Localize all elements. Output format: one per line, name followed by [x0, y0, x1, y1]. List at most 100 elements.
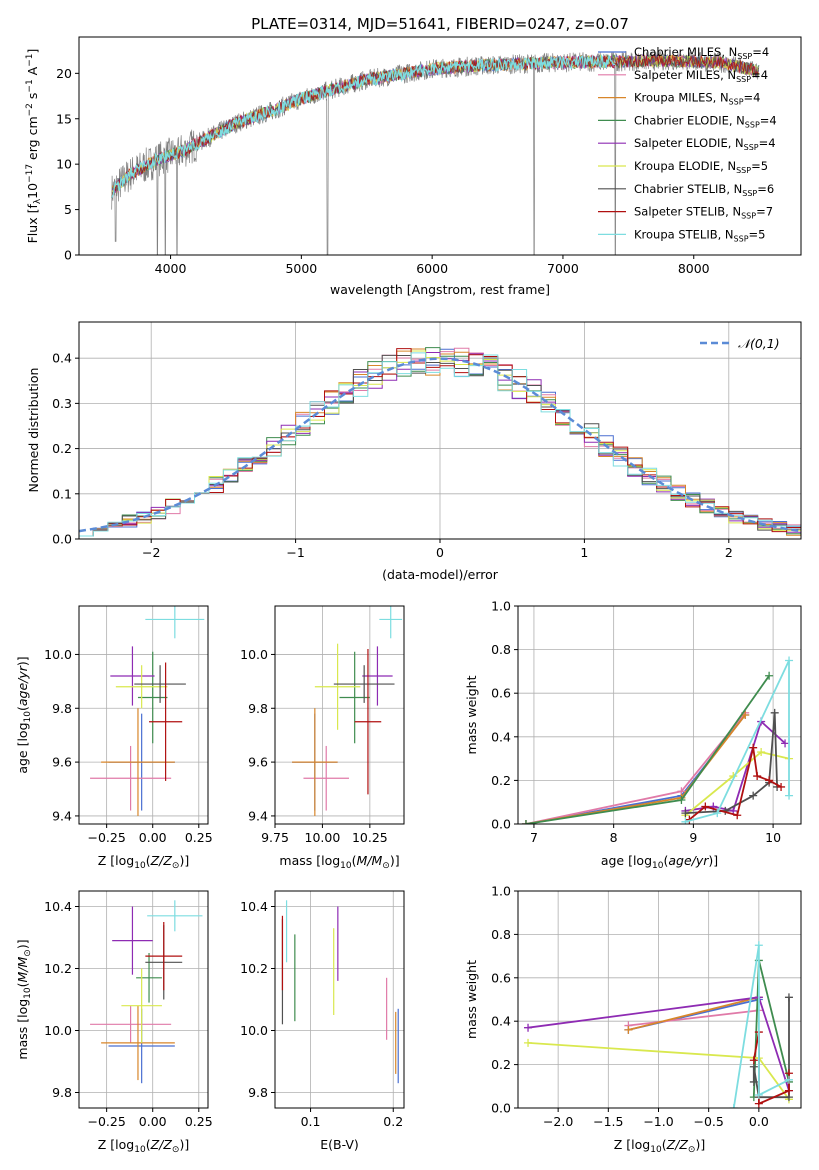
weight-marker	[713, 809, 722, 818]
errorbar-point	[136, 953, 162, 1003]
x-tick-label: 1	[580, 545, 588, 560]
legend-entry: Kroupa ELODIE, NSSP=5	[634, 159, 768, 175]
axes-frame	[78, 890, 209, 1109]
weight-marker	[784, 1075, 793, 1084]
errorbar-point	[147, 900, 203, 932]
weight-marker	[681, 817, 690, 824]
weight-marker	[521, 820, 530, 824]
x-tick-label: 4000	[155, 261, 187, 276]
errorbar-point	[90, 745, 172, 811]
errorbar-point	[110, 646, 155, 706]
legend-entry: Salpeter STELIB, NSSP=7	[634, 205, 773, 221]
y-tick-label: 0.0	[491, 817, 511, 832]
errorbar-point	[115, 665, 168, 709]
x-tick-label: 10.25	[352, 830, 388, 845]
x-axis-label: (data-model)/error	[382, 567, 499, 582]
plot-area	[90, 606, 205, 816]
x-tick-label: 7	[530, 830, 538, 845]
x-axis-label: Z [log10(Z/Z⊙)]	[98, 853, 189, 871]
y-tick-label: 0.4	[491, 1014, 511, 1029]
weight-series	[521, 671, 774, 824]
errorbar-point	[145, 606, 205, 639]
z-vs-mass-panel: −0.25 0.00 0.25 9.8 10.0 10.2 10.4 Z [log10(Z/Z…	[15, 890, 213, 1155]
x-axis-label: Z [log10(Z/Z⊙)]	[98, 1137, 189, 1155]
errorbar-point	[362, 646, 393, 706]
x-tick-label: −1	[286, 545, 304, 560]
z-vs-age-panel: −0.25 0.00 0.25 9.4 9.6 9.8 10.0 Z [log10(Z/Z⊙)…	[15, 605, 213, 871]
y-tick-label: 0.8	[491, 927, 511, 942]
y-tick-label: 0.2	[52, 441, 72, 456]
y-axis-label: mass weight	[464, 960, 479, 1039]
y-tick-label: 10.0	[44, 1023, 72, 1038]
axes-frame	[78, 605, 209, 825]
errorbar-point	[137, 651, 168, 744]
plot-area	[79, 347, 801, 537]
y-tick-label: 0.4	[52, 351, 72, 366]
errorbar-point	[90, 1005, 172, 1043]
axes-frame	[517, 890, 802, 1109]
weight-line	[628, 1009, 760, 1027]
x-axis-label: E(B-V)	[320, 1137, 359, 1152]
weight-marker	[754, 1099, 763, 1108]
y-tick-label: 9.8	[52, 701, 72, 716]
y-tick-label: 1.0	[491, 884, 511, 899]
weight-marker	[785, 791, 794, 800]
x-tick-label: −1.0	[643, 1114, 673, 1129]
x-tick-label: 8	[610, 830, 618, 845]
x-tick-label: 10	[765, 830, 781, 845]
weight-marker	[749, 743, 758, 752]
weight-marker	[524, 1023, 533, 1032]
y-tick-label: 0.4	[491, 729, 511, 744]
y-tick-label: 5	[64, 202, 72, 217]
ebv-vs-mass-panel: 0.1 0.2 9.8 10.0 10.2 10.4 E(B-V)	[240, 890, 405, 1152]
y-tick-label: 10	[56, 157, 72, 172]
y-tick-label: 0.2	[491, 773, 511, 788]
axes: −2 −1 0 1 2 0.0 0.1 0.2 0.3 0.4 (data-model)/error…	[26, 321, 802, 582]
axes: −2.0 −1.5 −1.0 −0.5 0.0 0.0 0.2 0.4 0.6 0.8 1.0 Z […	[464, 884, 802, 1155]
x-tick-label: −0.25	[87, 830, 125, 845]
axes-frame	[274, 605, 405, 825]
weight-marker	[754, 941, 763, 950]
errorbar-point	[134, 665, 186, 703]
weight-series	[685, 743, 786, 824]
weight-series	[729, 941, 793, 1108]
y-axis-label: mass [log10(M/M⊙)]	[15, 939, 33, 1059]
y-tick-label: 20	[56, 66, 72, 81]
axes: 9.75 10.00 10.25 9.4 9.6 9.8 10.0 mass [log10(M…	[240, 605, 405, 871]
y-tick-label: 9.8	[248, 1085, 268, 1100]
x-tick-label: −2.0	[543, 1114, 573, 1129]
x-tick-label: 0.1	[301, 1114, 321, 1129]
axes-frame	[78, 36, 802, 256]
weight-marker	[770, 708, 779, 717]
x-tick-label: −0.5	[693, 1114, 723, 1129]
errorbar-point	[101, 708, 175, 816]
axes: 0.1 0.2 9.8 10.0 10.2 10.4 E(B-V)	[240, 890, 405, 1152]
x-tick-label: 0.0	[749, 1114, 769, 1129]
x-tick-label: 0.25	[185, 830, 213, 845]
y-tick-label: 0.0	[491, 1101, 511, 1116]
legend-entry: Chabrier MILES, NSSP=4	[634, 45, 769, 61]
legend-entry: Chabrier ELODIE, NSSP=4	[634, 113, 777, 129]
y-tick-label: 1.0	[491, 599, 511, 614]
plot-area	[111, 50, 760, 255]
x-tick-label: 0.00	[139, 1114, 167, 1129]
plot-area	[292, 606, 403, 816]
weight-marker	[701, 802, 710, 811]
plot-area	[90, 900, 203, 1084]
y-axis-label: Flux [fλ10−17 erg cm−2 s−1 A−1]	[25, 49, 43, 244]
errorbar-point	[303, 745, 349, 811]
weight-marker	[781, 739, 790, 748]
x-axis-label: Z [log10(Z/Z⊙)]	[614, 1137, 705, 1155]
x-tick-label: 6000	[416, 261, 448, 276]
y-tick-label: 0.1	[52, 486, 72, 501]
plot-area	[521, 656, 794, 824]
errorbar-point	[333, 665, 395, 703]
spectrum-panel: 4000 5000 6000 7000 8000 0 5 10 15 20 wavelength […	[25, 36, 802, 297]
plot-area	[524, 941, 793, 1108]
weight-line	[684, 751, 790, 816]
y-tick-label: 10.0	[240, 647, 268, 662]
errorbar-point	[112, 906, 153, 975]
figure-title: PLATE=0314, MJD=51641, FIBERID=0247, z=0…	[251, 15, 629, 33]
errorbar-point	[145, 922, 183, 991]
weight-series	[681, 656, 794, 824]
